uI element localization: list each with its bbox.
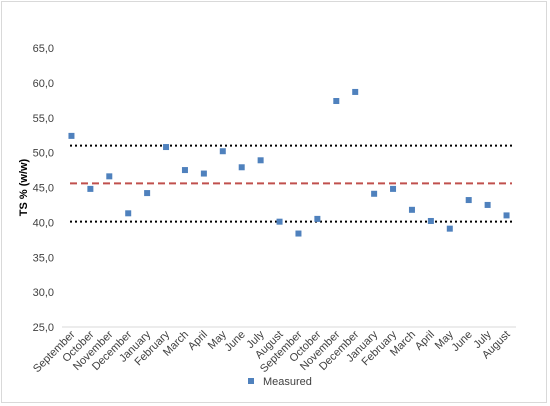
- y-tick-label: 40,0: [33, 217, 54, 229]
- data-point: [333, 98, 340, 105]
- data-point: [484, 201, 491, 208]
- y-tick-label: 50,0: [33, 148, 54, 160]
- data-point: [314, 215, 321, 222]
- data-point: [163, 144, 170, 151]
- y-axis-title: TS % (w/w): [18, 158, 30, 216]
- y-tick-label: 60,0: [33, 78, 54, 90]
- y-axis-title-group: TS % (w/w): [18, 158, 30, 216]
- x-tick-label: June: [222, 329, 247, 354]
- y-tick-label: 25,0: [33, 322, 54, 334]
- x-tick-label: April: [186, 329, 210, 353]
- data-point: [371, 190, 378, 197]
- data-point: [427, 217, 434, 224]
- data-point: [238, 164, 245, 171]
- legend-marker-measured: [248, 378, 254, 384]
- x-tick-label: June: [449, 329, 474, 354]
- data-point: [503, 212, 510, 219]
- reference-lines: [70, 144, 512, 223]
- y-tick-label: 30,0: [33, 287, 54, 299]
- data-point: [390, 185, 397, 192]
- data-points: [68, 88, 510, 237]
- data-point: [87, 185, 94, 192]
- x-tick-labels: SeptemberOctoberNovemberDecemberJanuaryF…: [31, 328, 513, 375]
- data-point: [276, 218, 283, 225]
- data-point: [408, 206, 415, 213]
- data-point: [106, 173, 113, 180]
- data-point: [200, 170, 207, 177]
- legend: Measured: [248, 376, 312, 388]
- data-point: [219, 148, 226, 155]
- data-point: [257, 157, 264, 164]
- y-tick-label: 35,0: [33, 252, 54, 264]
- data-point: [125, 210, 132, 217]
- data-point: [144, 190, 151, 197]
- data-point: [352, 88, 359, 95]
- x-tick-label: April: [413, 329, 437, 353]
- y-tick-label: 45,0: [33, 183, 54, 195]
- data-point: [68, 132, 75, 139]
- data-point: [465, 197, 472, 204]
- legend-label-measured: Measured: [263, 376, 312, 388]
- y-tick-label: 55,0: [33, 113, 54, 125]
- data-point: [181, 167, 188, 174]
- y-tick-label: 65,0: [33, 43, 54, 55]
- y-tick-labels: 25,0 30,0 35,0 40,0 45,0 50,0 55,0 60,0 65,0: [33, 43, 54, 334]
- data-point: [295, 230, 302, 237]
- data-point: [446, 225, 453, 232]
